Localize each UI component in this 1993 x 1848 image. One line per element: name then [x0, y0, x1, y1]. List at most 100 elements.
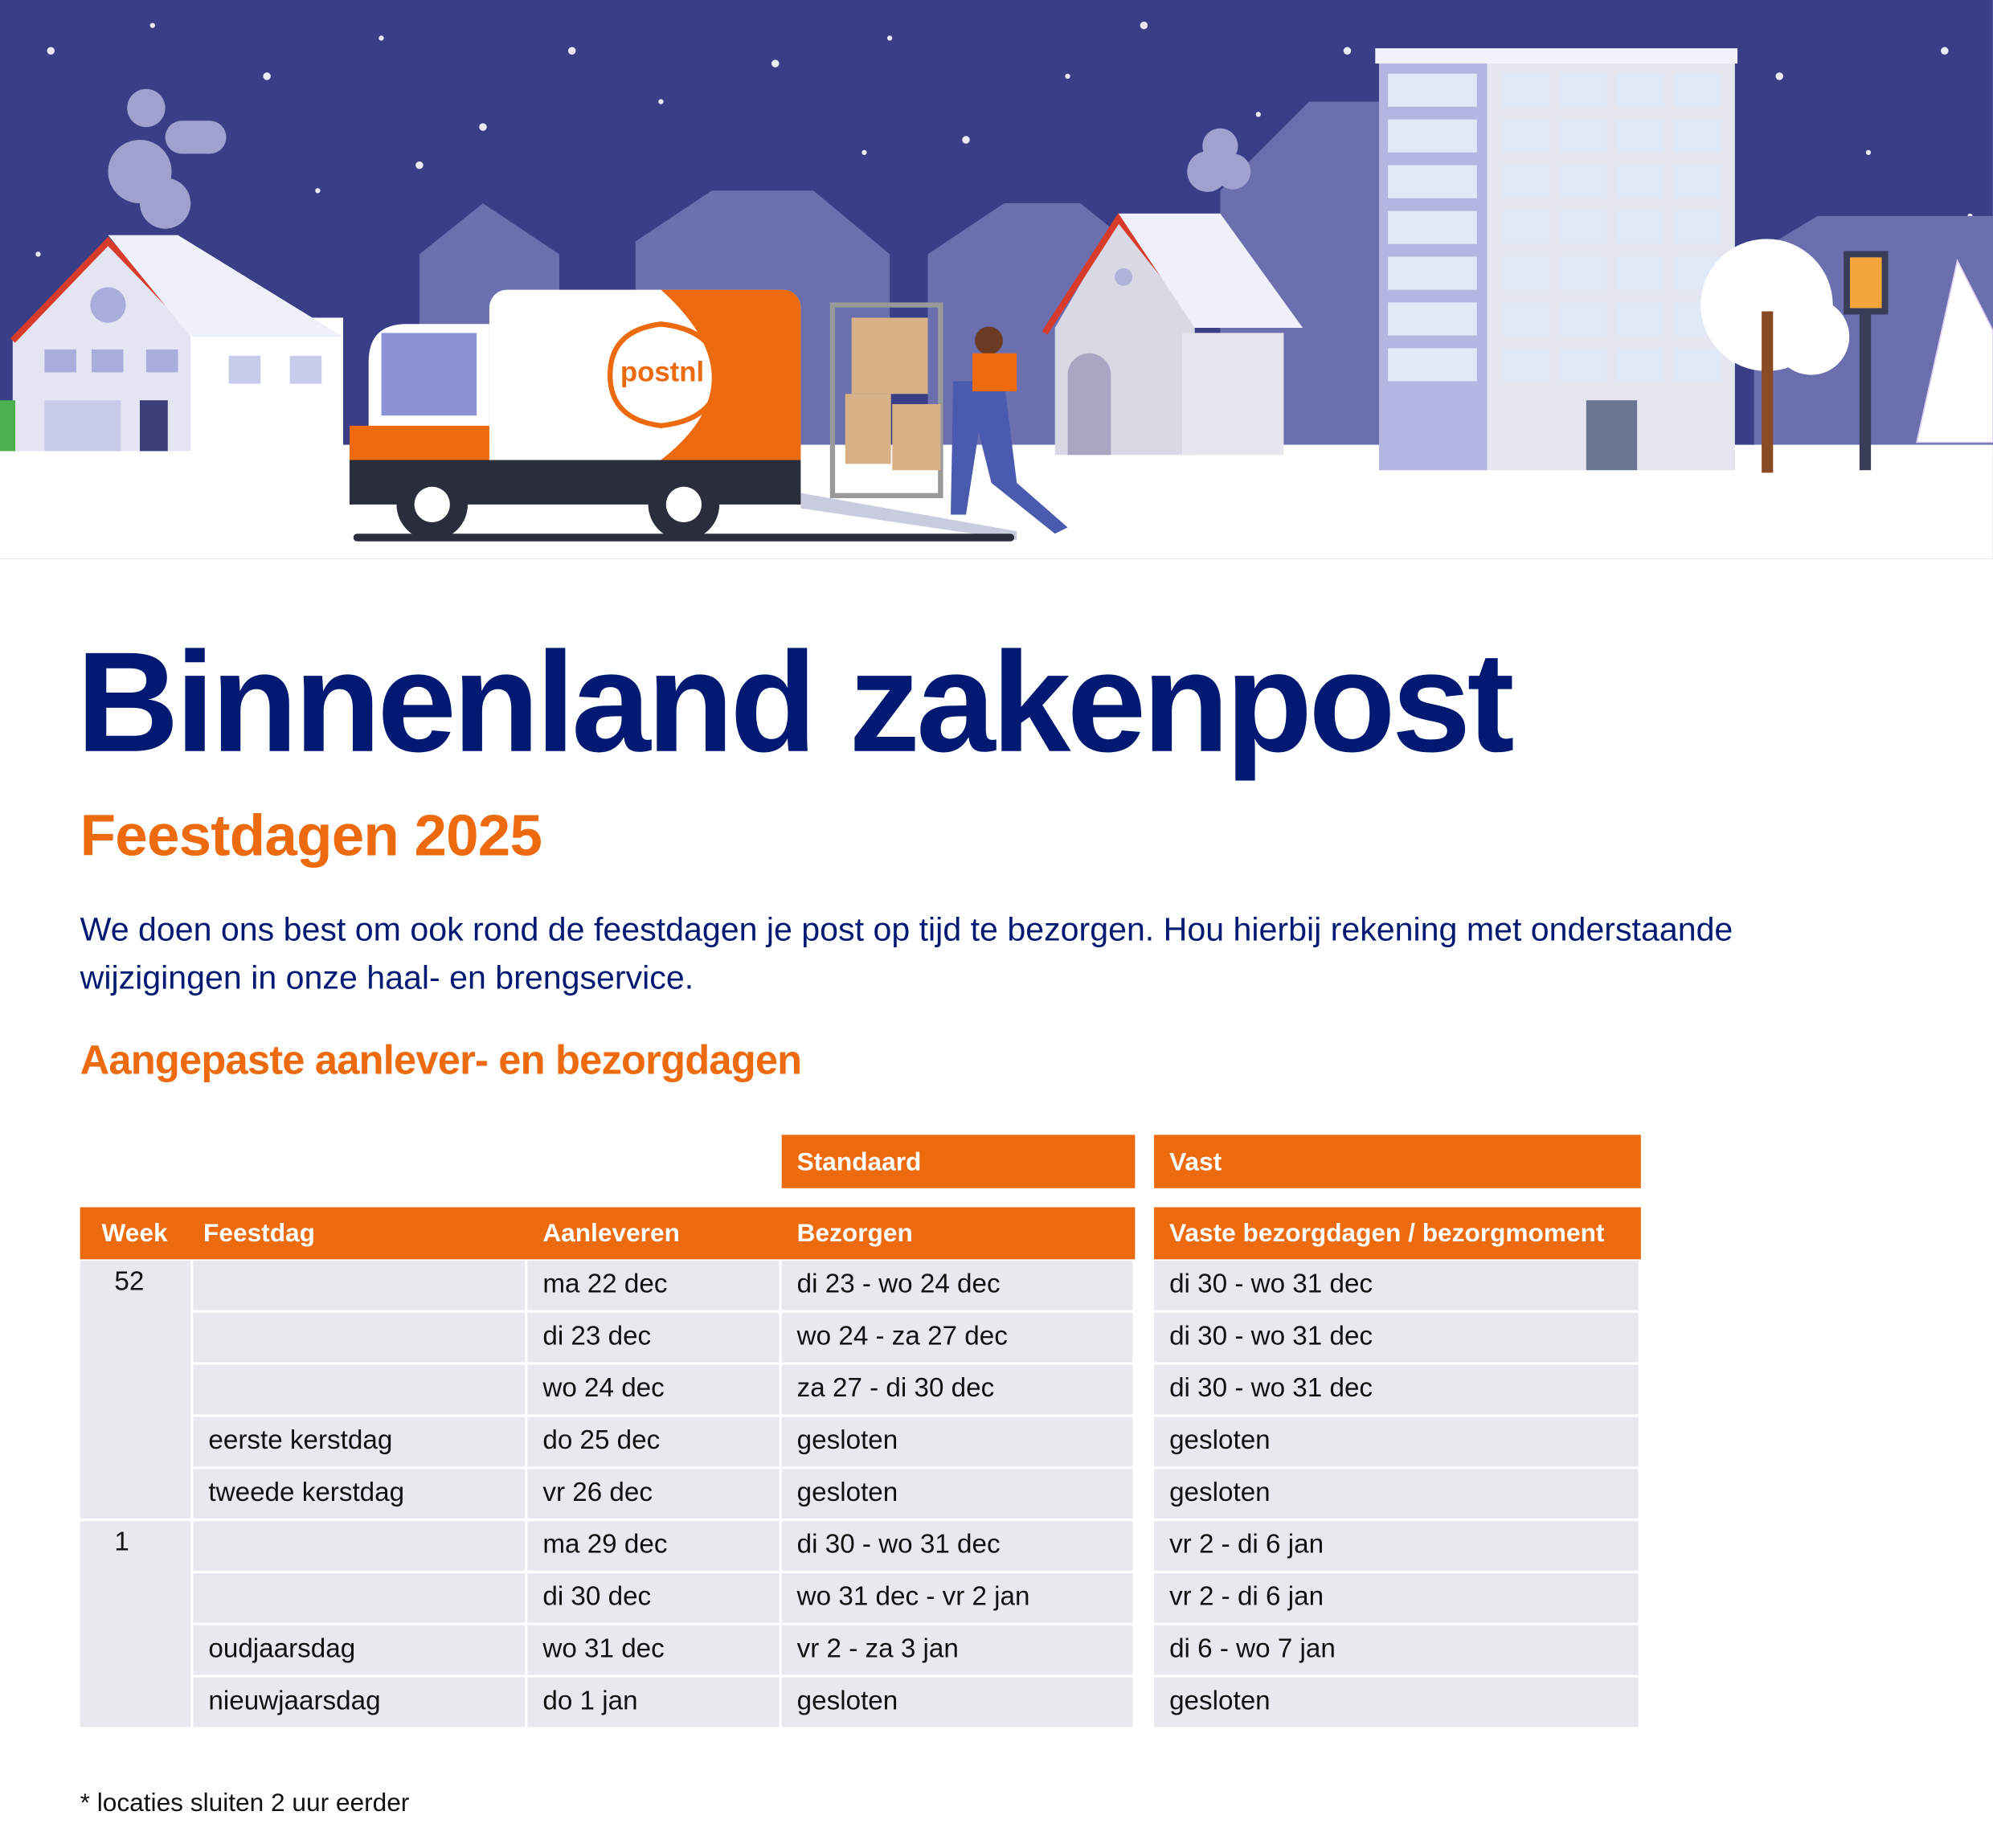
feestdag-text: nieuwjaarsdag: [208, 1686, 381, 1716]
column-header: [80, 1207, 1136, 1260]
week-cell: [80, 1521, 191, 1727]
table-cell: [527, 1469, 780, 1519]
intro-text: We doen ons best om ook rond de feestdag…: [80, 910, 1733, 996]
table-cell: [1154, 1677, 1639, 1727]
window: [1616, 119, 1664, 153]
week-number: 52: [114, 1266, 145, 1297]
vast-text: di 30 - wo 31 dec: [1169, 1269, 1373, 1299]
table-cell: [527, 1417, 780, 1467]
vast-text: di 30 - wo 31 dec: [1169, 1373, 1373, 1404]
table-cell: [193, 1625, 526, 1675]
window: [1673, 165, 1721, 198]
footnote: * locaties sluiten 2 uur eerder: [80, 1789, 410, 1817]
table-cell: [1154, 1521, 1639, 1571]
table-cell: [781, 1625, 1133, 1675]
table-cell: [781, 1677, 1133, 1727]
window: [1673, 348, 1721, 382]
bezorgen-text: wo 24 - za 27 dec: [796, 1321, 1008, 1351]
table-cell: [527, 1312, 780, 1363]
window: [1616, 73, 1664, 107]
week-number: 1: [114, 1527, 129, 1557]
aanleveren-text: wo 31 dec: [542, 1633, 665, 1664]
window: [1502, 302, 1549, 336]
window: [1502, 119, 1549, 153]
window: [1559, 73, 1607, 107]
table-cell: [1154, 1469, 1639, 1519]
bezorgen-text: za 27 - di 30 dec: [796, 1373, 995, 1404]
aanleveren-text: ma 22 dec: [542, 1269, 668, 1299]
window: [1502, 165, 1549, 198]
group-label: Vast: [1169, 1148, 1222, 1177]
table-cell: [781, 1417, 1133, 1467]
aanleveren-text: vr 26 dec: [542, 1478, 653, 1507]
group-header: [1154, 1135, 1641, 1188]
table-cell: [193, 1521, 526, 1571]
table-cell: [193, 1312, 526, 1363]
table-cell: [193, 1417, 526, 1467]
column-header: [1154, 1207, 1641, 1260]
table-cell: [193, 1469, 526, 1519]
table-cell: [1154, 1364, 1639, 1415]
table-cell: [193, 1573, 526, 1623]
section-title: Aangepaste aanlever- en bezorgdagen: [80, 1036, 802, 1083]
window: [1616, 302, 1664, 336]
aanleveren-text: wo 24 dec: [542, 1373, 665, 1404]
vast-text: gesloten: [1169, 1425, 1271, 1455]
aanleveren-text: di 23 dec: [542, 1321, 652, 1351]
window: [1559, 211, 1607, 244]
column-label: Vaste bezorgdagen / bezorgmoment: [1169, 1220, 1605, 1249]
column-label: Feestdag: [203, 1220, 315, 1249]
table-cell: [527, 1260, 780, 1310]
vast-text: di 6 - wo 7 jan: [1169, 1633, 1336, 1664]
table-cell: [527, 1521, 780, 1571]
window: [1673, 211, 1721, 244]
table-cell: [193, 1677, 526, 1727]
window: [1559, 348, 1607, 382]
table-cell: [781, 1312, 1133, 1363]
bezorgen-text: di 23 - wo 24 dec: [796, 1269, 1001, 1299]
subtitle: Feestdagen 2025: [80, 801, 542, 869]
bezorgen-text: gesloten: [796, 1425, 898, 1455]
bezorgen-text: vr 2 - za 3 jan: [796, 1633, 959, 1664]
window: [1616, 256, 1664, 290]
table-cell: [781, 1364, 1133, 1415]
table-cell: [527, 1625, 780, 1675]
table-cell: [1154, 1625, 1639, 1675]
window: [1616, 348, 1664, 382]
table-cell: [781, 1573, 1133, 1623]
table-cell: [1154, 1312, 1639, 1363]
window: [1388, 211, 1477, 244]
bezorgen-text: gesloten: [796, 1478, 898, 1507]
window: [1388, 256, 1477, 290]
aanleveren-text: do 25 dec: [542, 1425, 661, 1455]
window: [1388, 348, 1477, 382]
aanleveren-text: do 1 jan: [542, 1686, 638, 1716]
table-cell: [1154, 1573, 1639, 1623]
column-label: Bezorgen: [796, 1220, 913, 1249]
window: [1616, 165, 1664, 198]
truck-logo: postnl: [620, 357, 704, 387]
aanleveren-text: di 30 dec: [542, 1582, 652, 1612]
window: [1559, 256, 1607, 290]
vast-text: gesloten: [1169, 1686, 1271, 1716]
window: [1388, 302, 1477, 336]
vast-text: di 30 - wo 31 dec: [1169, 1321, 1373, 1351]
aanleveren-text: ma 29 dec: [542, 1530, 668, 1560]
table-cell: [1154, 1417, 1639, 1467]
column-label: Week: [101, 1220, 168, 1249]
window: [1388, 119, 1477, 153]
window: [1502, 211, 1549, 244]
feestdag-text: tweede kerstdag: [208, 1478, 405, 1507]
table-cell: [193, 1364, 526, 1415]
window: [1388, 165, 1477, 198]
vast-text: vr 2 - di 6 jan: [1169, 1582, 1324, 1612]
vast-text: gesloten: [1169, 1478, 1271, 1507]
table-cell: [193, 1260, 526, 1310]
window: [1673, 73, 1721, 107]
group-label: Standaard: [796, 1148, 922, 1177]
table-cell: [527, 1364, 780, 1415]
window: [1502, 348, 1549, 382]
window: [1559, 302, 1607, 336]
